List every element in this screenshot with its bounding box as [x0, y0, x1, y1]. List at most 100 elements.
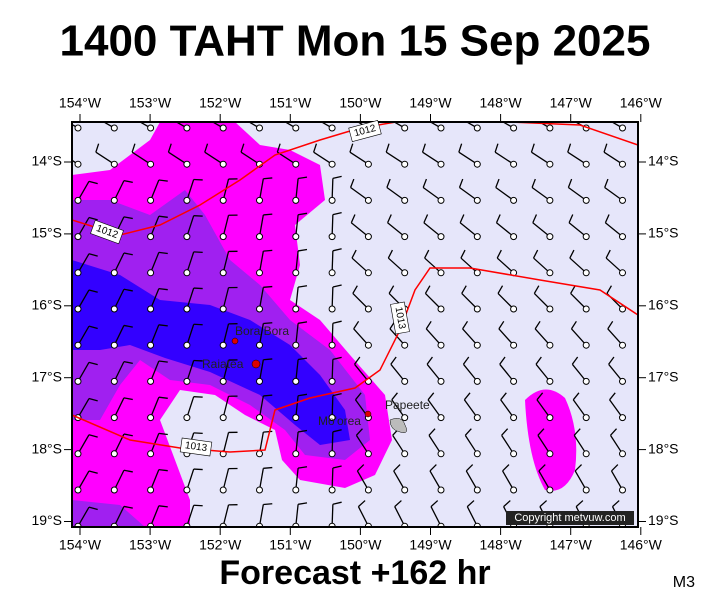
barb-stem: [295, 504, 299, 527]
place-label: Mo'orea: [318, 414, 361, 428]
barb-stem: [113, 397, 125, 418]
barb-stem: [390, 363, 406, 382]
barb-stem: [258, 395, 264, 418]
barb-stem: [222, 432, 230, 454]
barb-station: [110, 196, 118, 204]
barb-flag: [263, 322, 273, 325]
barb-stem: [571, 363, 587, 382]
barb-flag: [297, 393, 308, 397]
rain-heavy: [72, 260, 350, 445]
barb-station: [110, 160, 118, 168]
barb-flag: [123, 216, 133, 220]
barb-station: [328, 341, 336, 349]
barb-station: [219, 269, 227, 277]
barb-flag: [353, 320, 360, 330]
barb-flag: [607, 320, 614, 330]
barb-station: [110, 450, 118, 458]
barb-station: [110, 341, 118, 349]
barb-station: [256, 341, 263, 349]
barb-stem: [77, 217, 90, 237]
barb-station: [546, 486, 554, 494]
barb-flag: [465, 464, 474, 472]
barb-station: [546, 124, 554, 132]
barb-station: [256, 124, 263, 132]
barb-flag: [387, 214, 392, 224]
barb-station: [546, 377, 554, 385]
barb-station: [183, 124, 191, 132]
wind-barbs: [72, 122, 626, 527]
barb-stem: [537, 434, 551, 455]
barb-station: [292, 269, 300, 277]
lon-label: 150°W: [339, 537, 382, 553]
barb-stem: [573, 434, 587, 455]
barb-stem: [392, 434, 406, 455]
barb-station: [437, 196, 445, 204]
barb-flag: [461, 285, 467, 294]
barb-flag: [354, 356, 361, 365]
barb-station: [147, 414, 155, 422]
barb-stem: [497, 292, 515, 310]
isobar-label: 1013: [179, 437, 213, 457]
barb-stem: [387, 222, 406, 238]
barb-flag: [610, 428, 618, 436]
barb-station: [401, 160, 409, 168]
barb-stem: [532, 222, 551, 238]
barb-flag: [466, 500, 475, 508]
barb-flag: [499, 356, 506, 365]
barb-stem: [385, 151, 406, 165]
barb-stem: [567, 151, 587, 165]
barb-stem: [222, 323, 230, 346]
barb-station: [401, 196, 409, 204]
island: [389, 418, 407, 433]
barb-station: [292, 233, 300, 241]
barb-flag: [459, 214, 465, 224]
barb-flag: [123, 288, 133, 292]
barb-station: [437, 450, 445, 458]
barb-station: [219, 414, 227, 422]
barb-stem: [313, 151, 333, 165]
barb-stem: [222, 504, 230, 527]
barb-stem: [422, 186, 442, 201]
lon-label: 150°W: [339, 95, 382, 111]
barb-flag: [332, 211, 342, 216]
barb-flag: [131, 143, 136, 153]
barb-station: [473, 486, 481, 494]
barb-flag: [574, 464, 583, 472]
barb-station: [437, 269, 445, 277]
barb-station: [256, 486, 263, 494]
barb-station: [619, 341, 626, 349]
barb-station: [364, 486, 372, 494]
barb-station: [364, 269, 372, 277]
barb-flag: [88, 397, 98, 402]
barb-flag: [88, 361, 98, 366]
barb-station: [328, 196, 336, 204]
lat-label: 17°S: [648, 368, 679, 384]
barb-stem: [258, 468, 264, 491]
barb-stem: [186, 396, 195, 418]
barb-station: [582, 377, 590, 385]
barb-flag: [263, 249, 273, 252]
barb-flag: [422, 178, 428, 188]
barb-stem: [295, 287, 299, 310]
isobar: [72, 122, 401, 236]
barb-station: [292, 486, 300, 494]
barb-flag: [537, 428, 545, 436]
barb-stem: [354, 363, 369, 382]
barb-flag: [351, 249, 357, 259]
barb-stem: [534, 328, 551, 346]
barb-flag: [123, 505, 133, 509]
barb-station: [147, 124, 155, 132]
barb-flag: [497, 285, 504, 294]
barb-station: [328, 233, 336, 241]
barb-station: [473, 341, 481, 349]
barb-flag: [536, 392, 544, 401]
lat-label: 15°S: [31, 225, 62, 241]
barb-flag: [429, 464, 437, 472]
barb-station: [473, 124, 481, 132]
barb-stem: [77, 181, 90, 201]
barb-stem: [429, 470, 442, 491]
lon-label: 153°W: [129, 537, 172, 553]
barb-station: [582, 160, 590, 168]
barb-stem: [568, 186, 587, 201]
